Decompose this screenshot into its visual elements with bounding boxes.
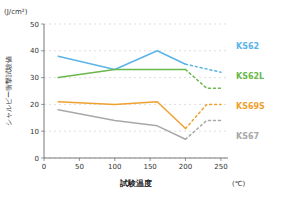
grid-line [44, 50, 228, 51]
x-tick-label: 250 [214, 163, 227, 171]
plot-area [58, 51, 221, 139]
y-axis-label: シャルピー衝撃試験値 [5, 56, 13, 126]
x-tick [220, 158, 221, 161]
y-tick-label: 10 [30, 128, 39, 136]
grid-line [44, 104, 228, 105]
legend-label: KS62 [236, 42, 259, 51]
series-line [58, 110, 185, 139]
series-line [186, 120, 221, 139]
grid-line [44, 158, 228, 159]
x-tick [185, 158, 186, 161]
series-line [58, 70, 185, 78]
y-tick [41, 104, 44, 105]
x-tick-label: 50 [75, 163, 84, 171]
grid-line [44, 24, 228, 25]
x-tick-label: 0 [42, 163, 46, 171]
x-tick-label: 150 [143, 163, 156, 171]
grid-line [44, 131, 228, 132]
series-line [58, 102, 185, 129]
series-line [186, 64, 221, 72]
x-tick-label: 200 [179, 163, 192, 171]
legend-label: KS62L [236, 72, 264, 81]
y-tick-label: 50 [30, 21, 39, 29]
y-tick [41, 50, 44, 51]
y-axis [44, 24, 45, 158]
legend-label: KS67 [236, 132, 259, 141]
x-tick-label: 100 [108, 163, 121, 171]
y-tick-label: 20 [30, 101, 39, 109]
series-line [186, 70, 221, 89]
series-line [58, 51, 185, 70]
x-tick [79, 158, 80, 161]
x-axis [44, 158, 228, 159]
x-tick [114, 158, 115, 161]
y-tick [41, 24, 44, 25]
y-tick [41, 131, 44, 132]
y-tick-label: 0 [35, 155, 39, 163]
y-tick [41, 158, 44, 159]
y-tick-label: 40 [30, 47, 39, 55]
chart: 0 10 20 30 40 50 0 50 100 150 200 250 KS62 KS62L KS69S… [0, 0, 298, 204]
x-tick [150, 158, 151, 161]
y-unit: (J/cm²) [4, 8, 28, 16]
y-tick-label: 30 [30, 74, 39, 82]
x-tick [44, 158, 45, 161]
legend-label: KS69S [236, 102, 265, 111]
x-axis-label: 試験温度 [119, 178, 152, 188]
series-line [186, 104, 221, 128]
y-tick [41, 77, 44, 78]
grid-line [44, 77, 228, 78]
x-unit: (℃) [232, 180, 246, 188]
